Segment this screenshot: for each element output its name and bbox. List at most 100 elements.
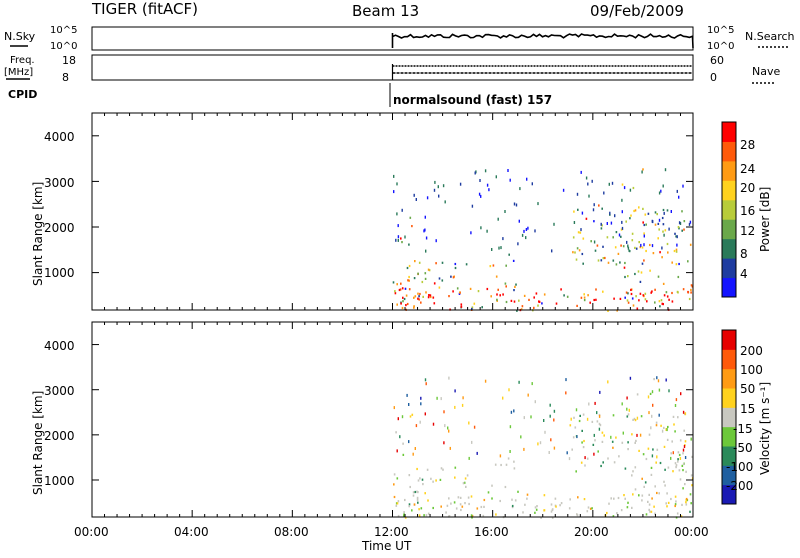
scatter-cell [637,270,640,273]
scatter-cell [518,299,520,302]
scatter-cell [457,496,460,499]
scatter-cell [661,246,663,250]
scatter-cell [496,298,498,301]
scatter-cell [627,441,629,444]
scatter-cell [412,494,415,497]
scatter-cell [513,467,516,470]
scatter-cell [585,217,588,220]
scatter-cell [425,514,428,517]
scatter-cell [630,214,632,217]
scatter-cell [426,196,429,200]
scatter-cell [647,447,650,450]
scatter-cell [397,514,400,518]
scatter-cell [414,260,416,263]
scatter-cell [576,514,579,517]
scatter-cell [404,287,407,290]
scatter-cell [398,288,401,292]
scatter-cell [450,275,452,278]
scatter-cell [534,511,536,514]
scatter-cell [535,508,538,511]
scatter-cell [443,441,445,445]
scatter-cell [643,223,646,227]
colorbar-segment [722,122,736,142]
scatter-cell [639,246,642,249]
scatter-cell [587,506,590,509]
scatter-cell [656,491,658,495]
scatter-cell [480,226,482,230]
scatter-cell [513,409,515,413]
scatter-cell [600,259,603,262]
scatter-cell [459,503,462,506]
scatter-cell [621,441,624,444]
scatter-cell [635,295,637,298]
scatter-cell [418,261,421,264]
scatter-cell [402,442,404,445]
scatter-cell [629,217,631,220]
scatter-cell [690,284,693,287]
scatter-cell [651,497,653,500]
scatter-cell [636,393,639,396]
scatter-cell [576,247,579,250]
scatter-cell [523,416,525,420]
scatter-cell [416,496,419,499]
scatter-cell [620,244,622,247]
scatter-cell [454,476,456,479]
scatter-cell [647,500,649,503]
scatter-cell [615,436,617,439]
scatter-cell [627,501,629,504]
scatter-cell [480,194,482,198]
scatter-cell [618,233,621,237]
scatter-cell [602,257,605,260]
scatter-cell [683,220,686,223]
scatter-cell [645,223,647,226]
colorbar-segment [722,180,736,201]
scatter-cell [408,279,410,282]
scatter-cell [597,450,599,453]
scatter-cell [523,229,525,233]
scatter-cell [628,408,630,412]
scatter-cell [495,513,497,516]
scatter-cell [625,291,628,294]
scatter-cell [572,436,575,439]
scatter-cell [421,478,424,481]
scatter-cell [583,439,585,443]
scatter-cell [655,421,658,424]
scatter-cell [596,244,599,247]
scatter-cell [648,503,651,506]
scatter-cell [591,420,594,423]
scatter-cell [602,461,604,464]
scatter-cell [408,288,411,291]
scatter-cell [397,500,400,503]
scatter-cell [397,417,399,421]
scatter-cell [393,190,395,194]
scatter-cell [408,275,410,279]
scatter-cell [520,308,523,311]
scatter-cell [678,221,681,225]
scatter-cell [651,454,654,458]
station-title: TIGER (fitACF) [91,0,198,18]
scatter-cell [427,512,430,515]
scatter-cell [656,376,658,380]
x-axis-label: Time UT [361,539,412,553]
scatter-cell [682,462,685,466]
scatter-cell [462,482,465,485]
scatter-cell [581,252,584,256]
scatter-cell [593,298,595,302]
scatter-cell [424,378,427,382]
scatter-cell [593,203,595,207]
scatter-cell [598,204,600,207]
date-title: 09/Feb/2009 [590,2,684,20]
scatter-cell [593,240,596,244]
scatter-cell [524,503,526,506]
scatter-cell [601,440,604,443]
scatter-cell [551,508,554,511]
scatter-cell [582,413,585,416]
scatter-cell [593,433,595,437]
scatter-cell [475,170,477,174]
scatter-cell [452,290,454,293]
nsky-label: N.Sky [4,30,36,43]
scatter-cell [626,299,629,302]
scatter-cell [688,222,691,226]
scatter-cell [412,491,415,494]
scatter-cell [510,299,513,302]
